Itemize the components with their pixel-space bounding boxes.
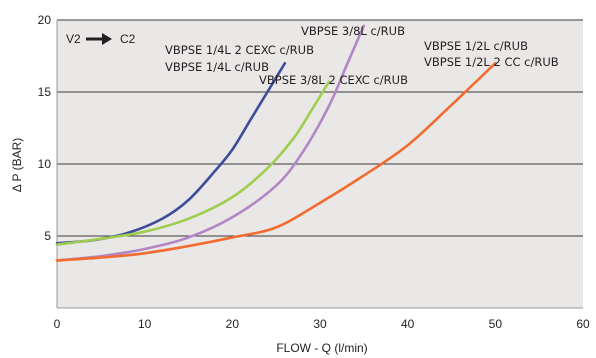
series-label-0: VBPSE 1/4L 2 CEXC c/RUB — [165, 43, 314, 57]
x-axis-title: FLOW - Q (l/min) — [276, 341, 367, 355]
x-tick-label-30: 30 — [313, 317, 327, 331]
x-tick-label-0: 0 — [54, 317, 61, 331]
y-tick-label-20: 20 — [38, 13, 52, 27]
x-tick-label-20: 20 — [226, 317, 240, 331]
flow-direction-annotation: V2 C2 — [66, 32, 136, 46]
y-axis-title: Δ P (BAR) — [10, 138, 24, 192]
annotation-from-port: V2 — [66, 32, 81, 46]
annotation-to-port: C2 — [120, 32, 136, 46]
series-line-4 — [55, 61, 497, 262]
y-tick-label-15: 15 — [38, 85, 52, 99]
y-axis-ticks: 5 10 15 20 — [38, 13, 52, 243]
x-tick-label-10: 10 — [138, 317, 152, 331]
series-layer — [55, 24, 497, 262]
gridlines — [56, 19, 583, 309]
series-label-5: VBPSE 1/2L 2 CC c/RUB — [424, 55, 559, 69]
x-axis-ticks: 0 10 20 30 40 50 60 — [54, 317, 590, 331]
series-line-2 — [55, 24, 366, 262]
series-label-3: VBPSE 3/8L c/RUB — [301, 24, 405, 38]
arrow-right-icon — [86, 33, 112, 45]
series-label-2: VBPSE 3/8L 2 CEXC c/RUB — [259, 73, 408, 87]
x-tick-label-60: 60 — [576, 317, 590, 331]
series-label-1: VBPSE 1/4L c/RUB — [165, 60, 269, 74]
y-tick-label-10: 10 — [38, 157, 52, 171]
series-line-1 — [55, 80, 331, 246]
x-tick-label-50: 50 — [489, 317, 503, 331]
x-tick-label-40: 40 — [401, 317, 415, 331]
y-tick-label-5: 5 — [44, 229, 51, 243]
series-label-4: VBPSE 1/2L c/RUB — [424, 39, 528, 53]
